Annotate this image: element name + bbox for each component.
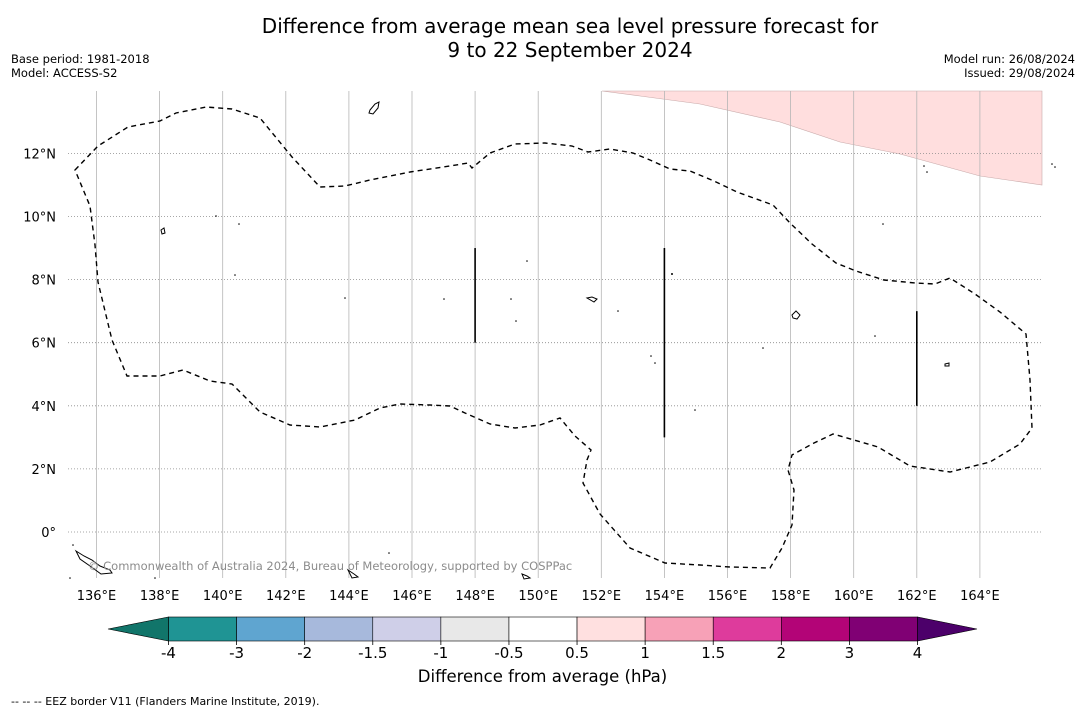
lon-tick-label: 154°E (645, 589, 685, 604)
model-name: Model: ACCESS-S2 (11, 66, 118, 80)
meta-left: Base period: 1981-2018 Model: ACCESS-S2 (11, 52, 150, 80)
lon-tick-label: 144°E (329, 589, 369, 604)
colorbar-cell (440, 616, 510, 642)
lat-tick-label: 10°N (23, 211, 56, 226)
lon-tick-label: 164°E (960, 589, 1000, 604)
colorbar-cells (168, 616, 918, 642)
lon-tick-label: 136°E (77, 589, 117, 604)
colorbar-tick-label: -1 (433, 644, 448, 662)
axis-labels: 136°E 138°E 140°E 142°E 144°E 146°E 148°E 150°E… (23, 147, 999, 604)
colorbar-cell (372, 616, 442, 642)
colorbar-tick-label: -0.5 (494, 644, 523, 662)
colorbar-tick-label: 4 (913, 644, 923, 662)
lat-tick-label: 0° (41, 526, 56, 541)
colorbar-cell (712, 616, 782, 642)
colorbar-tick-label: -3 (229, 644, 244, 662)
island (368, 101, 380, 115)
colorbar-label: Difference from average (hPa) (417, 667, 668, 686)
issued-date: Issued: 29/08/2024 (964, 66, 1075, 80)
island (74, 549, 113, 575)
lon-tick-label: 150°E (518, 589, 558, 604)
copyright-notice: © Commonwealth of Australia 2024, Bureau… (88, 559, 573, 573)
island (944, 362, 950, 367)
region-dividers (474, 248, 918, 438)
colorbar-tick-label: 3 (845, 644, 855, 662)
lon-tick-label: 160°E (834, 589, 874, 604)
grid-lines (68, 91, 1042, 578)
positive-anomaly-area (601, 90, 1043, 186)
lon-tick-label: 152°E (582, 589, 622, 604)
eez-border (74, 106, 1033, 569)
colorbar-tick-label: -4 (161, 644, 176, 662)
lat-tick-label: 6°N (32, 337, 57, 352)
colorbar-tick-label: 1 (640, 644, 650, 662)
colorbar-low-extension (107, 616, 169, 642)
colorbar-cell (236, 616, 305, 642)
lat-tick-label: 4°N (32, 400, 57, 415)
lat-tick-label: 2°N (32, 463, 57, 478)
lon-tick-label: 138°E (140, 589, 180, 604)
lon-tick-label: 140°E (203, 589, 243, 604)
colorbar-cell (304, 616, 374, 642)
island (791, 310, 801, 320)
lon-tick-label: 142°E (266, 589, 306, 604)
colorbar-cell (576, 616, 646, 642)
title-line-2: 9 to 22 September 2024 (447, 38, 693, 62)
colorbar-tick-label: 2 (777, 644, 787, 662)
colorbar-cell (508, 616, 578, 642)
island-outlines (74, 101, 950, 580)
colorbar-cell (781, 616, 850, 642)
island (160, 227, 166, 235)
title-line-1: Difference from average mean sea level p… (261, 14, 879, 38)
colorbar-cell (644, 616, 714, 642)
colorbar-cell (168, 616, 237, 642)
meta-right: Model run: 26/08/2024 Issued: 29/08/2024 (944, 52, 1075, 80)
lon-tick-label: 148°E (455, 589, 495, 604)
lon-tick-label: 156°E (708, 589, 748, 604)
lon-tick-label: 146°E (392, 589, 432, 604)
small-islets (69, 163, 1056, 579)
colorbar-high-extension (917, 616, 978, 642)
colorbar-tick-label: -1.5 (358, 644, 387, 662)
lat-tick-label: 8°N (32, 274, 57, 289)
colorbar-tick-label: 1.5 (701, 644, 725, 662)
island (585, 296, 598, 303)
colorbar-tick-label: 0.5 (565, 644, 589, 662)
chart-title: Difference from average mean sea level p… (0, 14, 1085, 62)
model-run: Model run: 26/08/2024 (943, 52, 1075, 66)
island (521, 573, 532, 580)
island (346, 568, 360, 579)
colorbar: -4 -3 -2 -1.5 -1 -0.5 0.5 1 1.5 2 3 4 (107, 616, 978, 662)
colorbar-cell (849, 616, 918, 642)
colorbar-tick-label: -2 (297, 644, 312, 662)
eez-footnote: -- -- -- EEZ border V11 (Flanders Marine… (11, 695, 320, 708)
lon-tick-label: 158°E (771, 589, 811, 604)
lat-tick-label: 12°N (23, 147, 56, 162)
colorbar-tick-labels: -4 -3 -2 -1.5 -1 -0.5 0.5 1 1.5 2 3 4 (161, 641, 922, 662)
base-period: Base period: 1981-2018 (11, 52, 150, 66)
map-layer: 136°E 138°E 140°E 142°E 144°E 146°E 148°E 150°E… (23, 90, 1056, 604)
lon-tick-label: 162°E (897, 589, 937, 604)
